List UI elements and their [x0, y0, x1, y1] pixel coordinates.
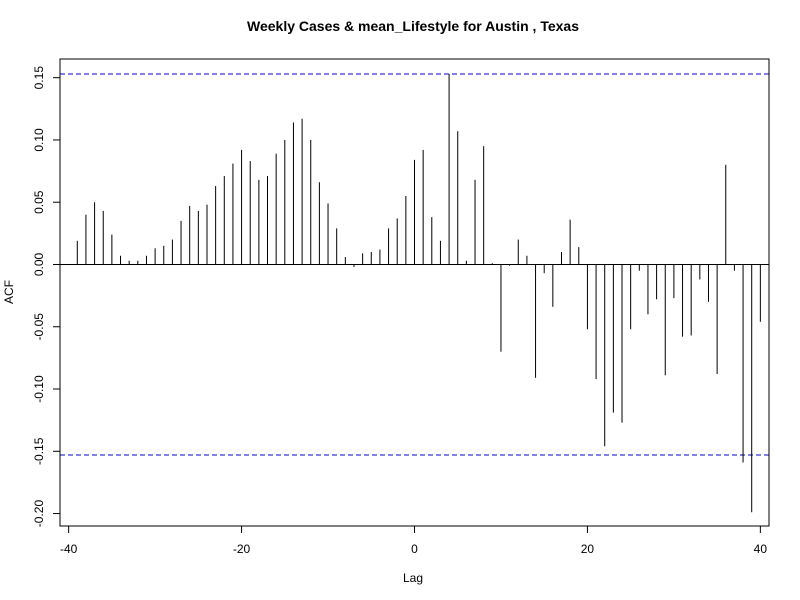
x-tick-label: -20: [233, 542, 251, 556]
confidence-bounds: [60, 73, 769, 456]
y-tick-label: 0.05: [32, 190, 46, 214]
acf-bars: [76, 73, 761, 513]
plot-frame: [59, 58, 770, 527]
x-axis-label: Lag: [403, 571, 423, 585]
y-tick-label: 0.10: [32, 128, 46, 152]
x-tick-label: 0: [411, 542, 418, 556]
x-tick-label: 20: [581, 542, 595, 556]
y-axis-label: ACF: [2, 280, 16, 304]
chart-title: Weekly Cases & mean_Lifestyle for Austin…: [247, 18, 579, 34]
x-axis: -40 -20 0 20 40: [60, 525, 768, 556]
x-tick-label: -40: [60, 542, 78, 556]
y-axis: -0.20 -0.15 -0.10 -0.05 0.00 0.05 0.10 0.15: [32, 66, 61, 528]
y-tick-label: -0.15: [32, 437, 46, 465]
y-tick-label: 0.15: [32, 66, 46, 90]
y-tick-label: -0.10: [32, 375, 46, 403]
y-tick-label: 0.00: [32, 252, 46, 276]
x-tick-label: 40: [754, 542, 768, 556]
y-tick-label: -0.05: [32, 313, 46, 341]
y-tick-label: -0.20: [32, 500, 46, 528]
